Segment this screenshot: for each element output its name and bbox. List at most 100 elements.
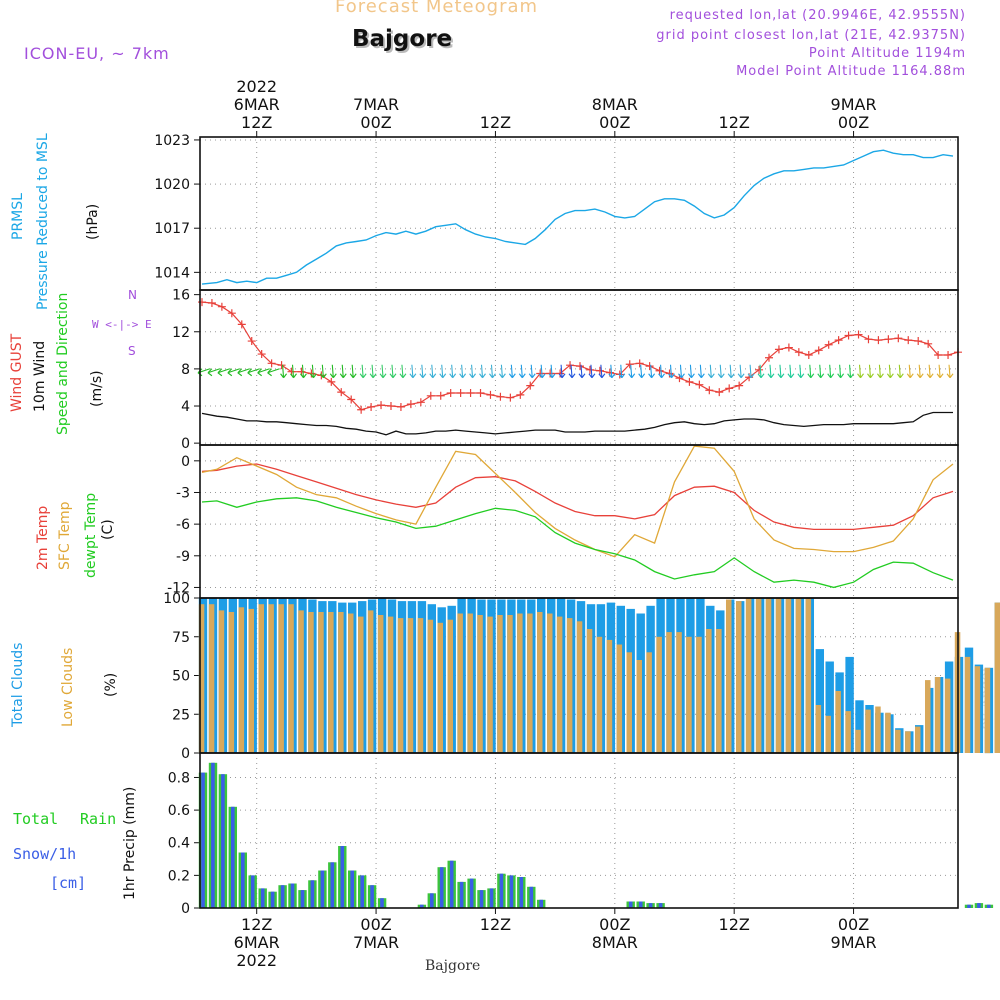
- wind-panel-frame: [199, 289, 959, 446]
- low-cloud-bar: [228, 612, 235, 753]
- wind-direction-arrow: [359, 364, 367, 379]
- total-precip-bar: [658, 903, 663, 908]
- total-cloud-bar: [825, 661, 834, 753]
- low-cloud-bar: [905, 731, 911, 753]
- wind-direction-arrow: [469, 364, 477, 379]
- low-cloud-bar: [686, 636, 692, 754]
- low-cloud-bar: [745, 598, 752, 753]
- gust-marker: [695, 380, 704, 389]
- y-tick-label: -6: [176, 517, 190, 533]
- y-tick-label: 1023: [154, 133, 190, 149]
- y-tick-label: 75: [172, 630, 190, 646]
- x-label-top-hour: 12Z: [241, 113, 272, 132]
- low-cloud-bar: [765, 598, 772, 753]
- wind-direction-arrow: [568, 364, 576, 379]
- x-label-top-hour: 00Z: [838, 113, 869, 132]
- x-label-bottom-hour: 00Z: [599, 915, 630, 934]
- wind-direction-arrow: [936, 364, 944, 379]
- total-precip-bar: [270, 891, 275, 908]
- low-cloud-bar: [437, 622, 443, 753]
- low-cloud-bar: [268, 604, 274, 753]
- total-precip-bar: [350, 870, 354, 908]
- wind-direction-arrow: [558, 364, 566, 379]
- gust-marker: [327, 377, 336, 386]
- precip-rain-label: Rain: [80, 810, 117, 828]
- gust-marker: [725, 384, 734, 393]
- gust-marker: [944, 350, 953, 359]
- wind-direction-arrow: [349, 364, 357, 379]
- low-cloud-bar: [497, 615, 503, 753]
- gust-marker: [715, 388, 724, 397]
- wind-direction-arrow: [217, 368, 231, 377]
- low-cloud-bar: [467, 613, 473, 753]
- total-precip-bar: [201, 772, 205, 908]
- y-tick-label: 0.6: [168, 803, 190, 819]
- low-cloud-bar: [358, 616, 364, 753]
- gust-marker: [347, 395, 356, 404]
- low-cloud-bar: [696, 636, 702, 754]
- wind-direction-arrow: [906, 364, 914, 379]
- wind-direction-arrow: [389, 364, 397, 379]
- gust-marker: [575, 362, 584, 371]
- wind-direction-arrow: [598, 364, 606, 379]
- gust-line: [201, 301, 959, 411]
- wind-direction-arrow: [787, 364, 795, 379]
- total-precip-bar: [509, 875, 514, 908]
- y-tick-label: 0: [181, 436, 190, 452]
- compass-south: S: [128, 344, 136, 358]
- total-precip-bar: [638, 901, 643, 908]
- location-title: Bajgore: [352, 26, 453, 52]
- gust-marker: [784, 343, 793, 352]
- gust-marker: [735, 381, 744, 390]
- low-cloud-bar: [198, 604, 205, 753]
- temp2m-line: [201, 463, 954, 531]
- low-cloud-bar: [477, 615, 483, 753]
- low-cloud-bar: [218, 610, 225, 753]
- wind-direction-arrow: [757, 364, 765, 379]
- gust-marker: [357, 405, 366, 414]
- low-cloud-bar: [636, 660, 642, 753]
- wind-direction-arrow: [419, 364, 427, 379]
- prmsl-line: [201, 149, 954, 285]
- low-cloud-bar: [318, 612, 324, 753]
- wind-direction-arrow: [300, 364, 307, 379]
- gust-marker: [924, 339, 933, 348]
- gust-marker: [705, 386, 714, 395]
- low-cloud-bar: [984, 667, 991, 754]
- low-cloud-bar: [616, 644, 623, 753]
- x-label-top-date: 9MAR: [831, 95, 877, 114]
- total-precip-bar: [529, 886, 534, 908]
- y-tick-label: 1017: [154, 221, 190, 237]
- low-cloud-bar: [298, 610, 304, 753]
- gust-marker: [914, 337, 923, 346]
- total-precip-bar: [310, 880, 315, 908]
- y-tick-label: 4: [181, 399, 190, 415]
- wind-direction-arrow: [489, 364, 496, 379]
- wind-direction-arrow: [267, 368, 280, 377]
- low-cloud-bar: [278, 604, 284, 753]
- total-cloud-bar: [845, 656, 854, 753]
- low-cloud-bar: [915, 726, 921, 753]
- x-label-top-hour: 00Z: [599, 113, 630, 132]
- gust-marker: [466, 389, 475, 398]
- wind-direction-arrow: [578, 364, 586, 379]
- model-label: ICON-EU, ~ 7km: [24, 44, 170, 63]
- gust-marker: [635, 359, 644, 368]
- wind-direction-arrow: [237, 368, 250, 377]
- gust-marker: [655, 366, 664, 375]
- total-precip-bar: [449, 860, 454, 908]
- y-tick-label: -12: [167, 580, 190, 596]
- y-tick-label: 0: [181, 901, 190, 917]
- gust-marker: [406, 400, 415, 409]
- wind-direction-arrow: [247, 368, 260, 377]
- total-precip-bar: [300, 890, 305, 908]
- wind-direction-arrow: [837, 364, 845, 379]
- total-precip-bar: [430, 893, 434, 908]
- wind-direction-arrow: [498, 364, 506, 379]
- y-tick-label: 0.4: [168, 836, 190, 852]
- y-tick-label: 1020: [154, 177, 190, 193]
- wind-direction-arrow: [528, 364, 536, 379]
- low-cloud-bar: [736, 601, 742, 753]
- low-cloud-bar: [606, 639, 613, 753]
- total-precip-bar: [250, 875, 255, 908]
